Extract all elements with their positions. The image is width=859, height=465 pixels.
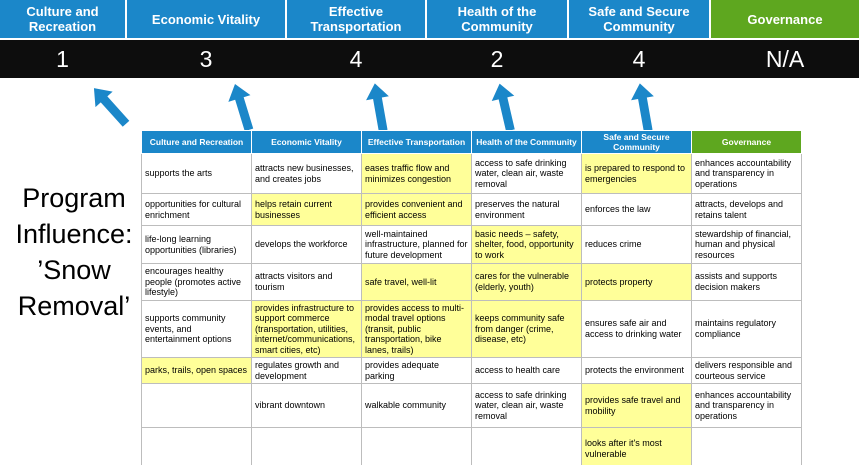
table-row: looks after it's most vulnerable (141, 427, 802, 465)
summary-score: 4 (632, 45, 646, 72)
summary-score: 4 (349, 45, 363, 72)
table-cell (361, 427, 472, 465)
table-row: opportunities for cultural enrichment hel… (141, 193, 802, 226)
table-cell: enforces the law (581, 193, 692, 226)
table-cell (691, 427, 802, 465)
summary-box: Health of the Community (427, 0, 567, 38)
table-cell: attracts visitors and tourism (251, 263, 362, 301)
table-cell: protects property (581, 263, 692, 301)
summary-header-row: Culture and Recreation Economic Vitality E… (0, 0, 859, 38)
table-cell: reduces crime (581, 225, 692, 264)
table-cell: basic needs – safety, shelter, food, opp… (471, 225, 582, 264)
table-header-row: Culture and Recreation Economic Vitality E… (141, 130, 802, 154)
column-header: Culture and Recreation (141, 130, 252, 154)
table-row: encourages healthy people (promotes acti… (141, 263, 802, 301)
column-header: Safe and Secure Community (581, 130, 692, 154)
table-cell: cares for the vulnerable (elderly, youth… (471, 263, 582, 301)
table-cell: is prepared to respond to emergencies (581, 153, 692, 194)
up-arrow-icon (84, 79, 135, 132)
table-cell: provides safe travel and mobility (581, 383, 692, 428)
table-cell: provides adequate parking (361, 357, 472, 384)
table-cell: assists and supports decision makers (691, 263, 802, 301)
table-cell: helps retain current businesses (251, 193, 362, 226)
summary-box: Governance (711, 0, 859, 38)
table-row: supports the arts attracts new businesses… (141, 153, 802, 194)
table-cell: enhances accountability and transparency… (691, 383, 802, 428)
table-cell: supports community events, and entertain… (141, 299, 252, 358)
up-arrow-icon (627, 81, 661, 133)
score-bar: 1 3 4 2 4 N/A (0, 40, 859, 78)
program-label-line: Removal’ (17, 291, 131, 321)
table-cell: parks, trails, open spaces (141, 357, 252, 384)
summary-box: Effective Transportation (287, 0, 425, 38)
table-cell: access to safe drinking water, clean air… (471, 383, 582, 428)
summary-box: Economic Vitality (127, 0, 285, 38)
table-cell: opportunities for cultural enrichment (141, 193, 252, 226)
table-cell: protects the environment (581, 357, 692, 384)
table-cell: encourages healthy people (promotes acti… (141, 263, 252, 301)
program-label-line: Influence: (15, 219, 133, 249)
column-header: Governance (691, 130, 802, 154)
table-cell (141, 427, 252, 465)
table-cell: looks after it's most vulnerable (581, 427, 692, 465)
table-cell: ensures safe air and access to drinking … (581, 299, 692, 358)
program-label-line: Program (22, 183, 126, 213)
table-row: parks, trails, open spaces regulates grow… (141, 357, 802, 384)
table-cell: walkable community (361, 383, 472, 428)
table-cell: attracts, develops and retains talent (691, 193, 802, 226)
table-cell: safe travel, well-lit (361, 263, 472, 301)
summary-score: 1 (56, 45, 69, 72)
table-cell: delivers responsible and courteous servi… (691, 357, 802, 384)
table-cell: preserves the natural environment (471, 193, 582, 226)
table-cell: access to health care (471, 357, 582, 384)
table-cell: provides access to multi-modal travel op… (361, 299, 472, 358)
table-cell: access to safe drinking water, clean air… (471, 153, 582, 194)
table-cell: provides infrastructure to support comme… (251, 299, 362, 358)
program-label-line: ’Snow (37, 255, 111, 285)
table-cell: maintains regulatory compliance (691, 299, 802, 358)
table-cell: provides convenient and efficient access (361, 193, 472, 226)
summary-score: 2 (490, 45, 504, 72)
column-header: Economic Vitality (251, 130, 362, 154)
table-cell: life-long learning opportunities (librar… (141, 225, 252, 264)
table-cell: keeps community safe from danger (crime,… (471, 299, 582, 358)
table-cell (251, 427, 362, 465)
table-row: vibrant downtown walkable community access… (141, 383, 802, 428)
summary-score: N/A (765, 45, 805, 72)
summary-score: 3 (199, 45, 213, 72)
table-cell: attracts new businesses, and creates job… (251, 153, 362, 194)
table-cell (471, 427, 582, 465)
program-influence-label: Program Influence: ’Snow Removal’ (0, 180, 148, 324)
table-cell: supports the arts (141, 153, 252, 194)
table-cell: develops the workforce (251, 225, 362, 264)
table-cell: regulates growth and development (251, 357, 362, 384)
table-cell: enhances accountability and transparency… (691, 153, 802, 194)
up-arrow-icon (223, 80, 262, 134)
influence-table: Culture and Recreation Economic Vitality E… (141, 130, 802, 465)
table-cell: eases traffic flow and minimizes congest… (361, 153, 472, 194)
table-cell (141, 383, 252, 428)
table-cell: stewardship of financial, human and phys… (691, 225, 802, 264)
up-arrow-icon (487, 81, 523, 134)
summary-box: Safe and Secure Community (569, 0, 709, 38)
table-cell: well-maintained infrastructure, planned … (361, 225, 472, 264)
column-header: Health of the Community (471, 130, 582, 154)
summary-box: Culture and Recreation (0, 0, 125, 38)
table-row: supports community events, and entertain… (141, 299, 802, 358)
up-arrow-icon (362, 81, 396, 133)
table-row: life-long learning opportunities (librar… (141, 225, 802, 264)
table-cell: vibrant downtown (251, 383, 362, 428)
column-header: Effective Transportation (361, 130, 472, 154)
